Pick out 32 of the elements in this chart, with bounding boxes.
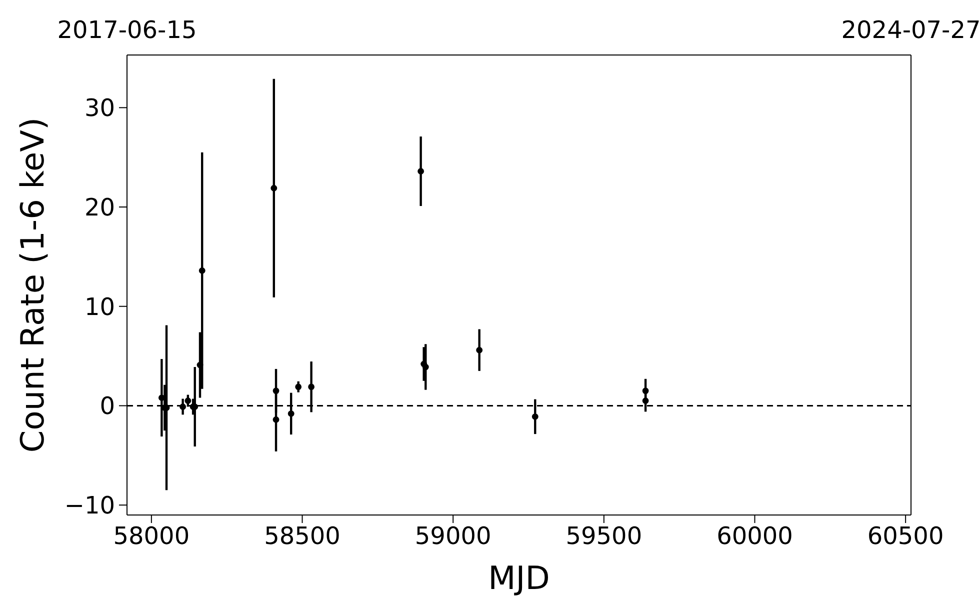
y-tick-label: 10	[84, 292, 115, 321]
y-tick-label: 0	[100, 392, 115, 420]
point	[270, 184, 278, 192]
x2-tick-label: 2024-07-27	[841, 16, 980, 44]
point	[642, 388, 649, 394]
point	[272, 416, 280, 423]
y-tick-label: −10	[64, 492, 115, 520]
x-tick-label: 59000	[414, 522, 492, 550]
x-tick-label: 60000	[716, 522, 793, 550]
point	[532, 413, 538, 420]
y-axis-title: Count Rate (1-6 keV)	[13, 117, 52, 453]
point	[196, 362, 204, 368]
point	[476, 346, 483, 354]
point	[295, 384, 302, 390]
x-tick-label: 60500	[867, 522, 944, 550]
point	[158, 394, 165, 401]
point	[198, 267, 206, 274]
point	[180, 404, 186, 410]
point	[308, 384, 315, 390]
point	[272, 388, 280, 394]
x-tick-label: 58500	[264, 522, 340, 550]
y-tick-label: 20	[84, 194, 115, 222]
x2-tick-label: 2017-06-15	[57, 16, 197, 44]
point	[184, 398, 192, 404]
x-axis-title: MJD	[488, 559, 550, 597]
x-tick-label: 58000	[113, 522, 190, 550]
point	[288, 410, 294, 417]
point	[422, 364, 429, 370]
point	[418, 168, 424, 174]
point	[642, 398, 649, 404]
x-tick-label: 59500	[566, 522, 642, 550]
y-tick-label: 30	[84, 94, 115, 122]
